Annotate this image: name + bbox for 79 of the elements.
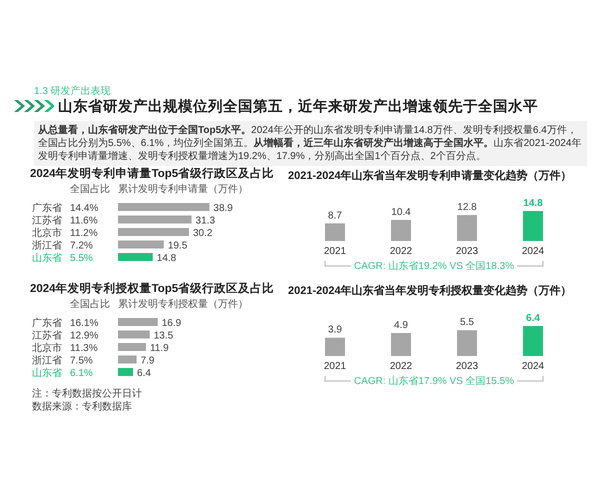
bar <box>118 356 137 364</box>
y-tick-label: 广东省 <box>32 317 62 329</box>
data-label: 14.8 <box>523 198 544 209</box>
bar <box>118 203 210 211</box>
y-tick-label: 江苏省 <box>32 330 62 342</box>
source-note: 数据来源：专利数据库 <box>32 400 132 412</box>
chart-title: 2021-2024年山东省当年发明专利授权量变化趋势（万件） <box>288 284 572 297</box>
data-label: 30.2 <box>192 228 213 239</box>
data-label: 12.8 <box>457 202 478 214</box>
text: 14.4% <box>70 203 98 214</box>
text: 山东省研发产出规模位列全国第五，近年来研发产出增速领先于全国水平 <box>58 99 538 115</box>
text: 注：专利数据按公开日计 <box>32 388 142 400</box>
chart-title: 2024年发明专利授权量Top5省级行政区及占比 <box>30 281 274 295</box>
x-tick-label: 2022 <box>390 361 413 372</box>
data-label: 38.9 <box>213 203 234 214</box>
bar <box>325 338 345 356</box>
x-tick-label: 2024 <box>522 361 545 372</box>
text: 1.3 研发产出表现 <box>34 86 111 97</box>
x-tick-label: 2021 <box>324 361 347 372</box>
text: 7.5% <box>70 356 93 366</box>
data-label: 14.8 <box>156 253 177 264</box>
bar <box>391 333 411 356</box>
data-label: 7.9 <box>140 356 155 366</box>
text: 16.1% <box>70 318 98 329</box>
text: 从总量看，山东省研发产出位于全国Top5水平。2024年公开的山东省发明专利申请量14.8万件、发明专利授权量6.4万件，全国占比分别为5.5%、6.1%，均位列全国第五。从增幅看，近三年山东省研发产出增速高于全国水平。山东省2021-2024年发明专利申请量增速、发明专利授权量增速为19.2%、17.9%，分别高出全国1个百分点、2个百分点。 <box>38 125 582 162</box>
text: 全国占比 <box>70 183 110 195</box>
bar <box>118 216 192 224</box>
bar <box>118 318 158 326</box>
bar <box>118 368 134 376</box>
text: CAGR: 山东省17.9% VS 全国15.5% <box>354 375 514 387</box>
x-tick-label: 2022 <box>390 246 413 257</box>
y-tick-label: 江苏省 <box>32 214 62 226</box>
y-tick-label: 北京市 <box>32 227 62 239</box>
data-label: 4.9 <box>394 320 408 332</box>
bar <box>118 343 146 351</box>
y-tick-label: 北京市 <box>32 342 62 354</box>
bar <box>523 326 543 356</box>
x-tick-label: 2023 <box>456 361 479 372</box>
x-axis-title: 累计发明专利授权量（万件） <box>118 298 248 310</box>
bar <box>523 211 543 241</box>
data-label: 31.3 <box>196 216 216 226</box>
y-tick-label: 浙江省 <box>32 354 62 366</box>
text: 11.2% <box>70 228 98 239</box>
text: 5.5% <box>70 253 93 264</box>
x-tick-label: 2023 <box>456 246 479 257</box>
data-label: 10.4 <box>391 206 412 218</box>
bar <box>457 215 477 241</box>
data-label: 16.9 <box>162 318 182 329</box>
chart-title: 2021-2024年山东省当年发明专利申请量变化趋势（万件） <box>288 169 572 182</box>
y-tick-label: 浙江省 <box>32 240 62 252</box>
text: 11.3% <box>70 343 98 354</box>
data-label: 6.4 <box>137 368 152 379</box>
text: 7.2% <box>70 240 93 252</box>
bar <box>118 228 189 236</box>
bar <box>118 240 164 248</box>
bar <box>118 330 150 338</box>
data-label: 8.7 <box>328 210 342 222</box>
text: CAGR: 山东省19.2% VS 全国18.3% <box>354 260 514 272</box>
bar <box>391 220 411 241</box>
data-label: 3.9 <box>328 324 342 336</box>
text: 全国占比 <box>70 298 110 310</box>
x-axis-title: 累计发明专利申请量（万件） <box>118 183 248 195</box>
text: 11.6% <box>70 216 98 226</box>
bar <box>325 223 345 241</box>
data-label: 19.5 <box>168 240 188 252</box>
chart-title: 2024年发明专利申请量Top5省级行政区及占比 <box>30 166 274 180</box>
data-label: 5.5 <box>460 317 474 328</box>
y-tick-label: 山东省 <box>32 252 62 264</box>
bar <box>457 330 477 356</box>
data-label: 13.5 <box>154 330 174 342</box>
text: 12.9% <box>70 330 98 342</box>
data-label: 6.4 <box>526 313 540 324</box>
x-tick-label: 2021 <box>324 246 347 257</box>
y-tick-label: 山东省 <box>32 367 62 379</box>
x-tick-label: 2024 <box>522 246 545 257</box>
bar <box>118 253 153 261</box>
y-tick-label: 广东省 <box>32 202 62 214</box>
text: 6.1% <box>70 368 93 379</box>
data-label: 11.9 <box>150 343 170 354</box>
